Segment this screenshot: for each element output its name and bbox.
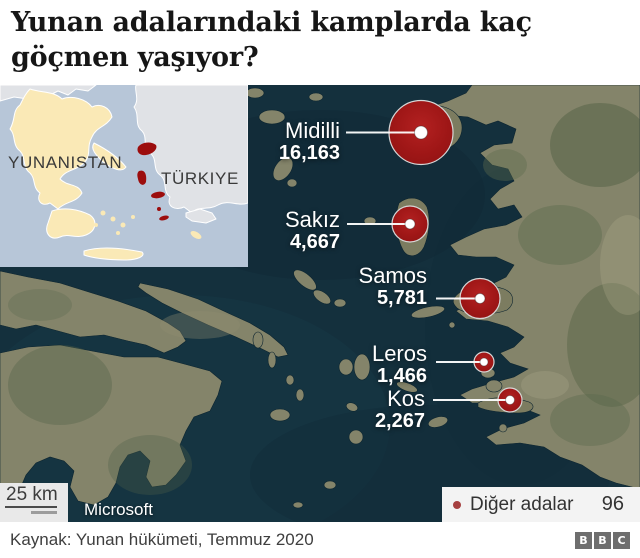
island-value: 1,466	[376, 365, 427, 387]
footer: Kaynak: Yunan hükümeti, Temmuz 2020 B B …	[0, 522, 640, 558]
island-label-kos: Kos 2,267	[375, 387, 425, 433]
header: Yunan adalarındaki kamplarda kaç göçmen …	[0, 0, 640, 85]
island-name: Samos	[358, 263, 427, 288]
kos-center-dot	[505, 395, 515, 405]
bbc-logo-block: C	[613, 531, 630, 549]
legend-value: 96	[601, 493, 624, 515]
bbc-logo: B B C	[575, 531, 630, 549]
island-name: Midilli	[285, 118, 340, 143]
map-attribution: Microsoft	[84, 500, 153, 519]
midilli-center-dot	[414, 125, 428, 140]
inset-map-graphic	[0, 85, 248, 267]
bbc-logo-block: B	[594, 531, 611, 549]
island-label-leros: Leros 1,466	[372, 342, 427, 388]
page-title: Yunan adalarındaki kamplarda kaç göçmen …	[11, 7, 532, 73]
main-map: YUNANISTAN TÜRKIYE Midilli 16,163 Sakız …	[0, 85, 640, 522]
inset-greece-label: YUNANISTAN	[8, 153, 123, 172]
island-name: Kos	[387, 386, 425, 411]
island-value: 2,267	[374, 410, 425, 432]
inset-map: YUNANISTAN TÜRKIYE	[0, 85, 248, 267]
island-value: 4,667	[289, 231, 340, 253]
bbc-logo-block: B	[575, 531, 592, 549]
legend-other-islands: Diğer adalar 96	[442, 487, 640, 522]
legend-label: Diğer adalar	[470, 493, 574, 515]
inset-turkey-label: TÜRKIYE	[161, 169, 239, 188]
scale-label: 25 km	[6, 484, 58, 505]
island-name: Sakız	[284, 207, 340, 232]
samos-center-dot	[474, 293, 486, 304]
island-label-samos: Samos 5,781	[359, 264, 427, 310]
legend-dot-icon	[453, 500, 461, 509]
island-label-sakiz: Sakız 4,667	[285, 208, 340, 254]
scale-bar: 25 km	[0, 483, 68, 522]
island-name: Leros	[371, 341, 427, 366]
leros-center-dot	[479, 357, 489, 367]
scale-line	[5, 506, 57, 508]
source-text: Kaynak: Yunan hükümeti, Temmuz 2020	[10, 530, 314, 549]
island-value: 16,163	[278, 142, 340, 164]
data-overlay	[346, 99, 523, 413]
island-value: 5,781	[376, 287, 427, 309]
island-label-midilli: Midilli 16,163	[279, 119, 340, 165]
inset-highlight-islands	[137, 142, 169, 221]
sakiz-center-dot	[404, 218, 416, 230]
scale-line-half	[31, 511, 57, 514]
